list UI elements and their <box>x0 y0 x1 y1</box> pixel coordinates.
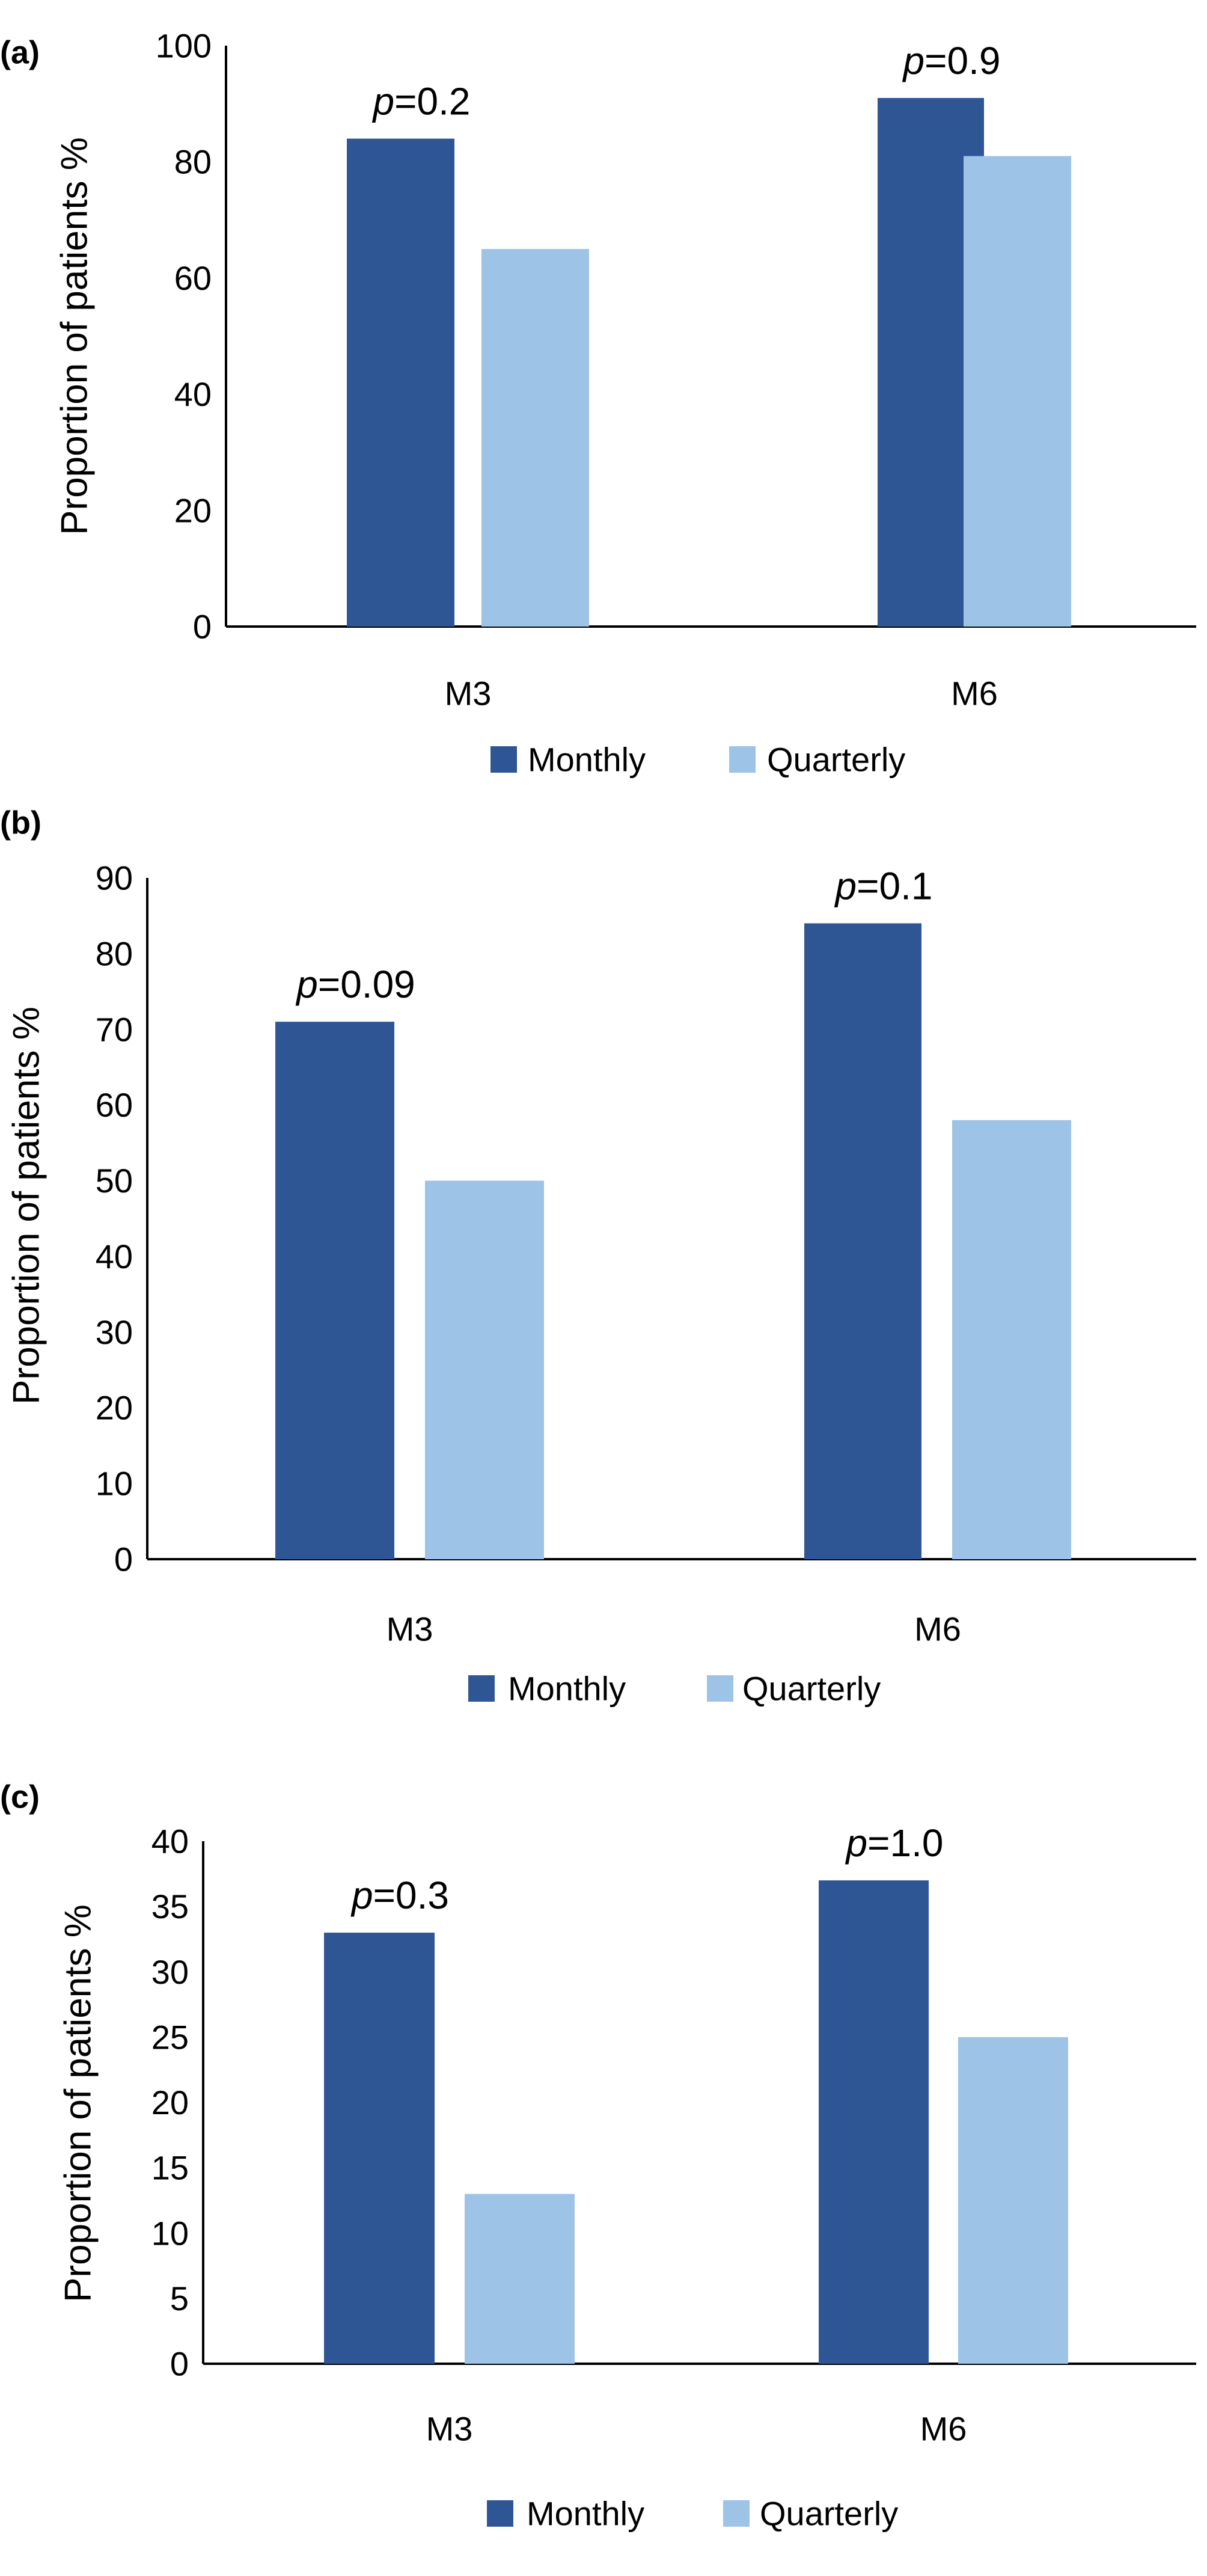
p-value-number: =0.09 <box>318 963 415 1006</box>
x-tick-label-m3: M3 <box>445 675 492 713</box>
chart-panel-a: (a) 0 20 40 60 80 100 Proportion of patients % M… <box>0 27 1196 779</box>
legend: Monthly Quarterly <box>487 2495 898 2533</box>
y-tick-label: 70 <box>96 1010 133 1048</box>
x-tick-label-m3: M3 <box>387 1610 433 1648</box>
y-tick-label: 20 <box>174 491 212 529</box>
y-axis-label: Proportion of patients % <box>58 1904 99 2302</box>
y-tick-label: 40 <box>96 1237 133 1275</box>
p-value-prefix: p <box>845 1821 868 1865</box>
bar-quarterly-m3 <box>465 2194 575 2364</box>
bar-quarterly-m6 <box>952 1120 1071 1559</box>
legend-swatch-quarterly <box>729 746 756 773</box>
legend-swatch-quarterly <box>723 2500 750 2527</box>
y-tick-label: 50 <box>96 1162 133 1200</box>
bar-monthly-m6 <box>819 1880 929 2364</box>
y-tick-label: 20 <box>96 1389 133 1427</box>
y-axis-label: Proportion of patients % <box>6 1007 47 1405</box>
y-tick-label: 25 <box>151 2018 189 2056</box>
x-tick-label-m6: M6 <box>914 1610 961 1648</box>
y-axis-label: Proportion of patients % <box>54 137 96 535</box>
p-value-annotation-m3: p=0.09 <box>295 963 415 1006</box>
y-tick-label: 80 <box>96 934 133 972</box>
p-value-number: =0.1 <box>857 865 932 908</box>
x-tick-label-m3: M3 <box>426 2410 473 2448</box>
y-tick-label: 60 <box>174 259 212 297</box>
chart-panel-b: (b) 0 10 20 30 40 50 60 70 80 90 Proportion of pati… <box>0 805 1196 1708</box>
p-value-number: =0.9 <box>924 39 1000 82</box>
y-tick-label: 60 <box>96 1086 133 1124</box>
y-tick-label: 10 <box>96 1465 133 1503</box>
p-value-prefix: p <box>372 80 395 123</box>
bar-monthly-m6 <box>804 923 921 1559</box>
bar-quarterly-m3 <box>425 1180 544 1559</box>
legend-swatch-quarterly <box>707 1675 733 1702</box>
y-tick-label: 5 <box>170 2280 189 2317</box>
legend-swatch-monthly <box>490 746 517 773</box>
x-tick-label-m6: M6 <box>920 2410 967 2448</box>
p-value-number: =0.3 <box>373 1874 449 1917</box>
y-tick-label: 40 <box>174 375 212 413</box>
legend-swatch-monthly <box>468 1675 495 1702</box>
y-tick-label: 30 <box>96 1313 133 1351</box>
y-tick-label: 10 <box>151 2214 189 2252</box>
p-value-annotation-m6: p=0.9 <box>902 39 1001 82</box>
bar-quarterly-m3 <box>481 249 589 627</box>
bar-monthly-m3 <box>324 1933 435 2364</box>
p-value-number: =1.0 <box>867 1821 943 1865</box>
y-tick-label: 0 <box>114 1541 133 1578</box>
legend-label-quarterly: Quarterly <box>767 741 905 779</box>
legend-label-monthly: Monthly <box>508 1670 626 1708</box>
y-tick-label: 0 <box>170 2345 189 2383</box>
y-tick-label: 40 <box>151 1823 189 1860</box>
bar-quarterly-m6 <box>958 2037 1068 2364</box>
y-tick-label: 15 <box>151 2149 189 2187</box>
p-value-prefix: p <box>834 865 857 908</box>
p-value-annotation-m3: p=0.2 <box>372 80 471 123</box>
p-value-number: =0.2 <box>394 80 470 123</box>
p-value-prefix: p <box>295 963 318 1006</box>
legend-label-quarterly: Quarterly <box>742 1670 881 1708</box>
y-tick-label: 35 <box>151 1888 189 1925</box>
legend-label-quarterly: Quarterly <box>760 2495 898 2533</box>
y-tick-label: 30 <box>151 1953 189 1991</box>
bar-monthly-m3 <box>347 138 454 627</box>
y-tick-label: 90 <box>96 859 133 897</box>
p-value-annotation-m6: p=0.1 <box>834 865 933 908</box>
bar-quarterly-m6 <box>964 156 1071 627</box>
legend-label-monthly: Monthly <box>528 741 646 779</box>
panel-label: (c) <box>0 1779 40 1815</box>
legend: Monthly Quarterly <box>468 1670 881 1708</box>
p-value-annotation-m6: p=1.0 <box>845 1821 944 1865</box>
chart-panel-c: (c) 0 5 10 15 20 25 30 35 40 Proportion of patient… <box>0 1779 1196 2533</box>
panel-label: (b) <box>0 805 41 841</box>
p-value-prefix: p <box>350 1874 373 1917</box>
p-value-prefix: p <box>902 39 925 82</box>
y-tick-label: 80 <box>174 143 212 181</box>
panel-label: (a) <box>0 34 40 70</box>
legend: Monthly Quarterly <box>490 741 905 779</box>
y-tick-label: 20 <box>151 2084 189 2121</box>
x-tick-label-m6: M6 <box>951 675 998 713</box>
p-value-annotation-m3: p=0.3 <box>350 1874 449 1917</box>
legend-label-monthly: Monthly <box>527 2495 644 2533</box>
y-tick-label: 0 <box>193 608 212 646</box>
legend-swatch-monthly <box>487 2500 513 2527</box>
y-tick-label: 100 <box>156 27 212 65</box>
bar-monthly-m3 <box>275 1022 394 1559</box>
